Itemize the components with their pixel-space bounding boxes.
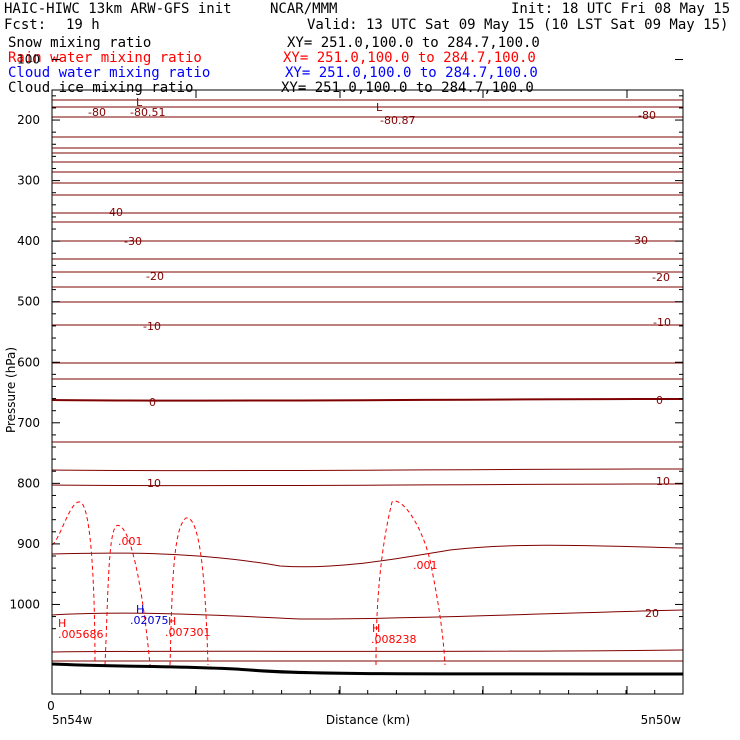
forecast-hour: 19 h (66, 17, 100, 33)
temperature-contour-label: -40 (105, 206, 123, 219)
temperature-contour (51, 212, 684, 214)
temperature-contour (51, 106, 684, 108)
extremum-mark: L (136, 96, 143, 109)
temperature-contour (51, 240, 684, 242)
forecast-label: Fcst: (4, 17, 47, 33)
temperature-contour (51, 649, 684, 653)
rain-contour (375, 500, 446, 666)
y-axis-title: Pressure (hPa) (4, 347, 18, 433)
temperature-contour-label: -30 (124, 235, 142, 248)
temperature-contour (51, 171, 684, 173)
x-right-label: 5n50w (641, 713, 682, 727)
temperature-contour-label: 0 (656, 394, 663, 407)
temperature-contour (51, 544, 684, 568)
temperature-contours (51, 99, 684, 662)
y-tick-label: 900 (17, 537, 40, 551)
temperature-contour-label: -20 (652, 271, 670, 284)
temperature-contour-label: 10 (656, 475, 670, 488)
y-tick-label: 300 (17, 174, 40, 188)
extremum-mark: H (58, 617, 66, 630)
temperature-contour (51, 221, 684, 223)
field-cloud-water-name: Cloud water mixing ratio (8, 65, 211, 81)
temperature-contour (51, 441, 684, 443)
extremum-mark: H (372, 622, 380, 635)
temperature-contour (51, 258, 684, 260)
temperature-contour (51, 147, 684, 149)
y-tick-label: 800 (17, 476, 40, 490)
plot-title: HAIC-HIWC 13km ARW-GFS init (4, 1, 232, 17)
temperature-contour (51, 660, 684, 662)
temperature-contour-label: -20 (146, 270, 164, 283)
temperature-contour-label: 20 (645, 607, 659, 620)
temperature-contour (51, 483, 684, 487)
extremum-value: .02075 (130, 614, 169, 627)
field-rain-name: Rain water mixing ratio (8, 50, 202, 66)
y-tick-label: 500 (17, 295, 40, 309)
rain-contour-label: .001 (413, 559, 438, 572)
temperature-contour (51, 161, 684, 163)
plot-frame (51, 89, 684, 695)
y-tick-label: 400 (17, 234, 40, 248)
terrain-surface (51, 662, 684, 676)
field-cloud-ice-name: Cloud ice mixing ratio (8, 80, 194, 96)
y-tick-label: 700 (17, 416, 40, 430)
temperature-contour-label: -80.51 (130, 106, 165, 119)
temperature-contour (51, 194, 684, 196)
temperature-contour (51, 301, 684, 303)
extremum-mark: H (168, 615, 176, 628)
extremum-value: .007301 (165, 626, 211, 639)
temperature-contour (51, 152, 684, 154)
temperature-contour (51, 182, 684, 184)
temperature-contour (51, 362, 684, 364)
y-tick-label: 600 (17, 355, 40, 369)
temperature-contour-label: -80 (88, 106, 106, 119)
x-left-label: 5n54w (52, 713, 93, 727)
temperature-contour (51, 99, 684, 101)
center-label: NCAR/MMM (270, 1, 338, 17)
extremum-mark: L (376, 101, 383, 114)
temperature-contour-label: -80 (638, 109, 656, 122)
x-zero-label: 0 (47, 699, 55, 713)
rain-contour-label: .001 (118, 535, 143, 548)
temperature-contour (51, 609, 684, 620)
temperature-contour-label: -30 (630, 234, 648, 247)
field-rain-xy: XY= 251.0,100.0 to 284.7,100.0 (283, 50, 536, 66)
field-snow-name: Snow mixing ratio (8, 35, 152, 51)
freezing-level-contour (51, 398, 684, 402)
rain-contour (104, 524, 151, 666)
terrain (51, 662, 684, 676)
temperature-contour-label: -10 (143, 320, 161, 333)
valid-time: Valid: 13 UTC Sat 09 May 15 (10 LST Sat … (307, 17, 729, 33)
x-axis-title: Distance (km) (326, 713, 410, 727)
field-cloud-water-xy: XY= 251.0,100.0 to 284.7,100.0 (285, 65, 538, 81)
extremum-value: .005686 (58, 628, 104, 641)
temperature-contour (51, 324, 684, 326)
extremum-value: .008238 (371, 633, 417, 646)
field-cloud-ice-xy: XY= 251.0,100.0 to 284.7,100.0 (281, 80, 534, 96)
field-snow-xy: XY= 251.0,100.0 to 284.7,100.0 (287, 35, 540, 51)
temperature-contour-label: 10 (147, 477, 161, 490)
temperature-contour (51, 286, 684, 288)
temperature-contour (51, 116, 684, 118)
plot-border (51, 89, 684, 695)
temperature-contour-label: -80.87 (380, 114, 415, 127)
temperature-contour-label: 0 (149, 396, 156, 409)
extremum-mark: H (136, 603, 144, 616)
temperature-contour (51, 378, 684, 380)
contour-labels: -80 -80.51 -80.87 -80 -40 -30 -30 -20 -20 -10 -10 0… (58, 96, 671, 646)
temperature-contour-label: -10 (653, 316, 671, 329)
temperature-contour (51, 468, 684, 472)
init-time: Init: 18 UTC Fri 08 May 15 (511, 1, 731, 17)
temperature-contour (51, 136, 684, 138)
y-tick-label: 1000 (9, 597, 40, 611)
rain-contours (51, 500, 446, 666)
y-tick-label: 200 (17, 113, 40, 127)
y-tick-label: 100 (17, 53, 40, 67)
rain-contour (169, 517, 209, 666)
rain-contour (51, 501, 96, 666)
temperature-contour (51, 271, 684, 273)
